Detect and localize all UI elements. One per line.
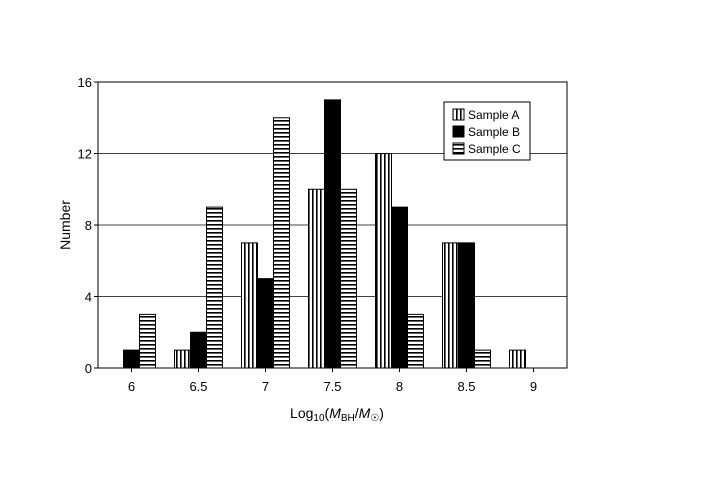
x-axis-label-sub-sun: ☉ [370,413,379,424]
x-axis-label-log: Log [290,405,313,421]
x-axis-label-open-paren: ( [325,405,330,421]
bar-sample-a-8-5 [442,242,459,369]
legend-label: Sample B [468,125,520,139]
x-tick-label: 7.5 [323,379,341,394]
legend-swatch [452,108,465,121]
y-tick-label: 8 [85,218,92,233]
x-tick-label: 9 [530,379,537,394]
y-tick-label: 12 [78,147,92,162]
x-tick-label: 6.5 [189,379,207,394]
bar-sample-c-8 [407,313,424,369]
x-tick-label: 6 [128,379,135,394]
bar-sample-a-9 [509,349,526,369]
bar-sample-b-7 [257,278,274,369]
bar-sample-c-7 [273,117,290,369]
axis-ticks: 0 4 8 12 16 6 6.5 7 7.5 8 8.5 9 [78,75,538,394]
bar-sample-c-6-5 [206,206,223,369]
x-axis-label-m-bh: M [329,405,341,421]
x-tick-label: 8.5 [457,379,475,394]
bar-sample-c-8-5 [474,349,491,369]
bar-sample-a-7 [241,242,258,369]
x-axis-label-sub-10: 10 [313,413,325,424]
legend-label: Sample C [468,142,521,156]
x-axis-label: Log10(MBH/M☉) [290,405,384,424]
y-tick-label: 16 [78,75,92,90]
legend-swatch [452,142,465,155]
x-tick-label: 8 [396,379,403,394]
y-axis-label: Number [57,200,73,250]
bars [123,99,526,369]
y-tick-label: 0 [85,361,92,376]
x-tick-label: 7 [262,379,269,394]
bar-sample-a-8 [375,153,392,369]
bar-sample-a-7-5 [308,188,325,369]
bar-sample-b-6 [123,349,140,369]
bar-sample-c-7-5 [340,188,357,369]
legend: Sample A Sample B Sample C [443,101,531,161]
bar-sample-c-6 [139,313,156,369]
y-tick-label: 4 [85,290,92,305]
x-axis-label-close-paren: ) [379,405,384,421]
x-axis-label-m-sun: M [359,405,371,421]
bar-sample-b-8-5 [458,242,475,369]
x-axis-label-slash: / [355,405,359,421]
bar-sample-b-6-5 [190,331,207,369]
bar-sample-a-6-5 [174,349,191,369]
legend-swatch [452,125,465,138]
legend-label: Sample A [468,108,519,122]
x-axis-label-sub-bh: BH [341,413,355,424]
bar-sample-b-8 [391,206,408,369]
bar-sample-b-7-5 [324,99,341,369]
